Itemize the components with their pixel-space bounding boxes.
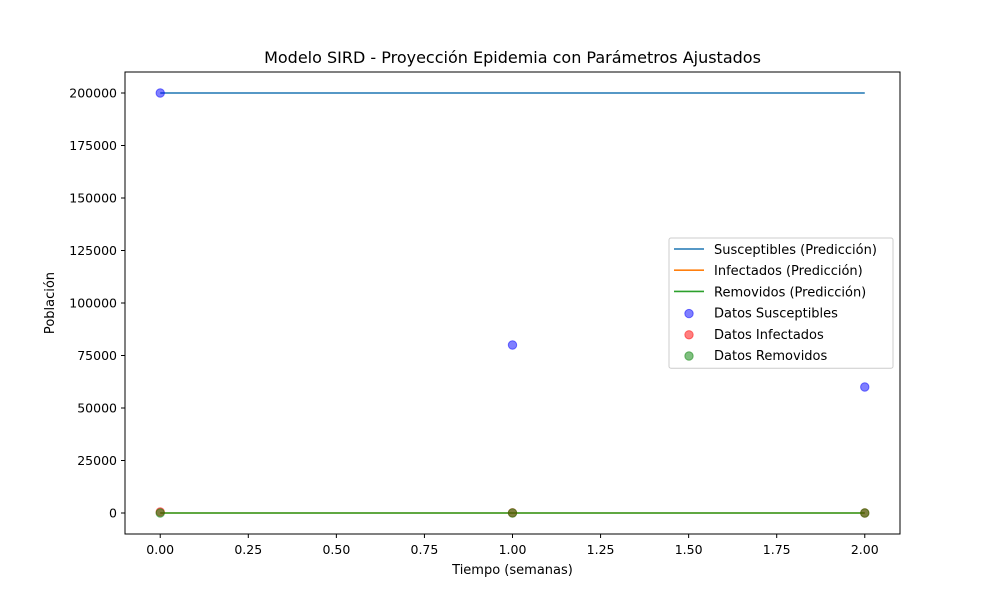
x-tick-label: 0.75 <box>411 542 439 557</box>
y-tick-label: 150000 <box>69 191 117 206</box>
legend-box <box>668 237 894 369</box>
x-axis-label: Tiempo (semanas) <box>451 563 573 578</box>
y-tick-label: 200000 <box>69 86 117 101</box>
y-tick-label: 0 <box>109 506 117 521</box>
y-axis: 0 25000 50000 75000 100000 125000 150000 175000… <box>69 86 125 521</box>
chart-title: Modelo SIRD - Proyección Epidemia con Pa… <box>264 48 761 67</box>
legend: Susceptibles (Predicción) Infectados (Pre… <box>668 237 894 369</box>
legend-label: Infectados (Predicción) <box>714 264 863 279</box>
legend-label: Susceptibles (Predicción) <box>714 243 877 258</box>
x-tick-label: 0.50 <box>322 542 350 557</box>
x-axis: 0.00 0.25 0.50 0.75 1.00 1.25 1.50 1.75 2.00 <box>146 534 879 557</box>
y-axis-label: Población <box>43 272 58 334</box>
scatter-point-0 <box>155 88 165 98</box>
x-tick-label: 1.50 <box>675 542 703 557</box>
scatter-point-0 <box>860 382 870 392</box>
plot-area <box>155 88 870 518</box>
x-tick-label: 1.75 <box>763 542 791 557</box>
legend-label: Datos Removidos <box>714 349 828 364</box>
y-tick-label: 75000 <box>77 348 117 363</box>
x-tick-label: 1.25 <box>587 542 615 557</box>
y-tick-label: 100000 <box>69 296 117 311</box>
legend-label: Datos Infectados <box>714 328 824 343</box>
legend-dot-swatch <box>684 351 694 361</box>
legend-dot-swatch <box>684 330 694 340</box>
legend-dot-swatch <box>684 308 694 319</box>
x-tick-label: 1.00 <box>499 542 527 557</box>
scatter-point-2 <box>860 508 870 518</box>
y-tick-label: 25000 <box>77 453 117 468</box>
x-tick-label: 2.00 <box>851 542 879 557</box>
x-tick-label: 0.25 <box>234 542 262 557</box>
legend-label: Datos Susceptibles <box>714 307 838 322</box>
legend-label: Removidos (Predicción) <box>714 285 866 300</box>
scatter-point-2 <box>507 508 518 518</box>
x-tick-label: 0.00 <box>146 542 174 557</box>
scatter-point-2 <box>155 508 165 518</box>
y-tick-label: 50000 <box>77 401 117 416</box>
y-tick-label: 175000 <box>69 138 117 153</box>
scatter-point-0 <box>507 340 518 350</box>
y-tick-label: 125000 <box>69 243 117 258</box>
